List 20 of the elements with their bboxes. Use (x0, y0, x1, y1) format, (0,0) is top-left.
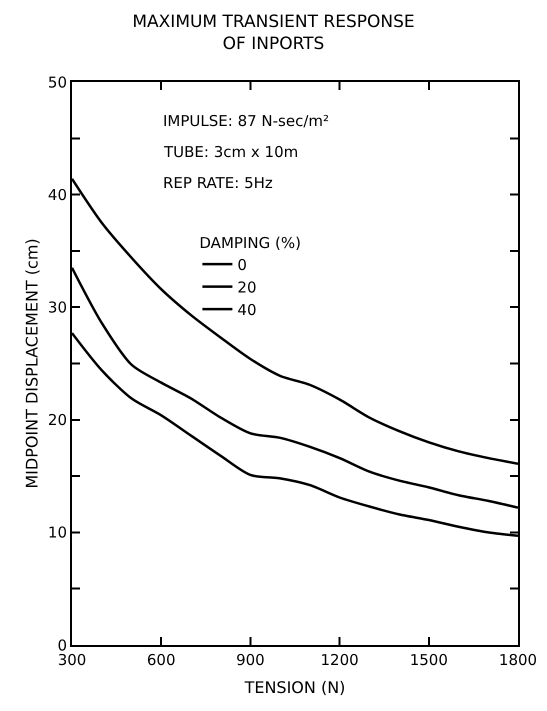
legend-title: DAMPING (%) (199, 234, 301, 252)
y-tick-label: 40 (48, 186, 67, 204)
x-tick-label: 900 (236, 651, 265, 669)
annotation: TUBE: 3cm x 10m (163, 143, 298, 161)
legend-label: 40 (237, 300, 256, 319)
x-tick-label: 1200 (320, 651, 359, 669)
x-tick-label: 600 (146, 651, 176, 669)
legend-label: 20 (237, 278, 256, 296)
x-axis-title: TENSION (N) (244, 678, 346, 698)
y-tick-label: 10 (48, 524, 67, 542)
y-tick-label: 50 (48, 73, 67, 92)
chart-title: MAXIMUM TRANSIENT RESPONSE OF INPORTS (132, 12, 415, 54)
annotation: REP RATE: 5Hz (163, 174, 273, 192)
y-axis-title: MIDPOINT DISPLACEMENT (cm) (22, 238, 42, 489)
legend-label: 0 (237, 256, 247, 274)
x-tick-label: 1800 (498, 651, 538, 669)
annotation: IMPULSE: 87 N-sec/m² (163, 112, 330, 130)
x-tick-label: 1500 (410, 651, 448, 669)
y-tick-label: 20 (48, 411, 67, 430)
y-tick-label: 30 (48, 298, 67, 316)
